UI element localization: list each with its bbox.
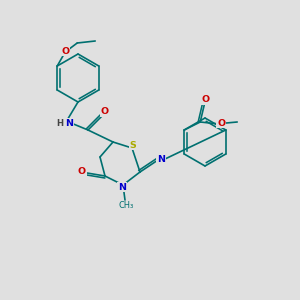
Text: S: S (130, 140, 136, 149)
Text: O: O (78, 167, 86, 176)
Text: N: N (65, 118, 73, 127)
Text: O: O (61, 46, 69, 56)
Text: N: N (118, 182, 126, 191)
Text: O: O (201, 95, 209, 104)
Text: CH₃: CH₃ (118, 202, 134, 211)
Text: H: H (56, 118, 64, 127)
Text: O: O (217, 118, 225, 127)
Text: O: O (101, 107, 109, 116)
Text: N: N (157, 154, 165, 164)
